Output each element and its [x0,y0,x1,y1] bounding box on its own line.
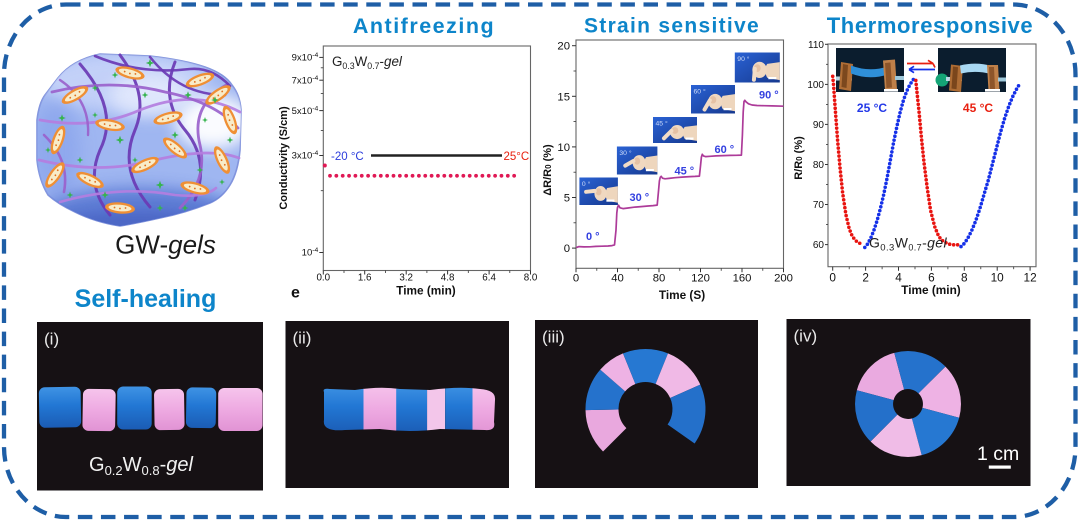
svg-text:Time (min): Time (min) [901,283,960,297]
svg-text:G0.3W0.7-gel: G0.3W0.7-gel [332,54,403,71]
svg-text:8: 8 [961,271,968,285]
svg-text:5x10-4: 5x10-4 [292,105,319,117]
svg-text:60: 60 [813,240,825,251]
svg-text:45 °: 45 ° [675,166,695,178]
svg-text:1.6: 1.6 [358,273,372,284]
svg-text:4.8: 4.8 [441,273,455,284]
svg-text:100: 100 [807,80,824,91]
svg-text:3x10-4: 3x10-4 [292,150,319,162]
svg-text:(iii): (iii) [542,328,565,347]
svg-text:G0.3W0.7-gel: G0.3W0.7-gel [869,235,947,254]
svg-text:0.0: 0.0 [316,273,330,284]
svg-text:25°C: 25°C [504,151,530,163]
svg-text:R/R0 (%): R/R0 (%) [793,136,805,180]
svg-text:5: 5 [564,193,570,205]
svg-text:Antifreezing: Antifreezing [353,14,495,38]
svg-text:30 °: 30 ° [630,192,650,204]
svg-text:45 °C: 45 °C [963,101,993,115]
svg-text:ΔR/R0 (%): ΔR/R0 (%) [542,144,554,196]
svg-text:80: 80 [813,160,825,171]
svg-text:Strain sensitive: Strain sensitive [584,15,760,38]
svg-text:0: 0 [573,273,579,285]
svg-text:90 °: 90 ° [737,55,749,63]
svg-text:7x10-4: 7x10-4 [292,75,319,87]
svg-text:Thermoresponsive: Thermoresponsive [827,13,1033,38]
svg-text:40: 40 [611,273,624,285]
svg-text:120: 120 [691,273,710,285]
svg-text:8.0: 8.0 [524,273,538,284]
svg-text:70: 70 [813,200,825,211]
svg-text:(ii): (ii) [293,329,312,348]
svg-text:20: 20 [557,41,570,53]
svg-text:10: 10 [991,271,1005,285]
svg-text:0 °: 0 ° [582,180,591,188]
svg-text:0 °: 0 ° [586,231,600,243]
svg-text:0: 0 [829,271,836,285]
svg-text:10-4: 10-4 [302,247,319,259]
svg-text:60 °: 60 ° [694,88,706,96]
svg-text:80: 80 [653,273,666,285]
svg-text:200: 200 [774,273,793,285]
svg-text:Time (S): Time (S) [659,288,705,302]
svg-text:10: 10 [557,142,570,154]
svg-text:(i): (i) [44,330,59,349]
svg-text:60 °: 60 ° [715,144,735,156]
svg-text:110: 110 [808,40,824,51]
svg-text:3.2: 3.2 [399,273,413,284]
svg-text:(iv): (iv) [794,327,818,346]
svg-text:15: 15 [557,91,570,103]
svg-text:Self-healing: Self-healing [75,285,217,313]
svg-text:0: 0 [564,243,570,255]
svg-text:GW-gels: GW-gels [115,230,216,260]
svg-text:90: 90 [813,120,825,131]
svg-text:e: e [291,285,300,302]
svg-text:90 °: 90 ° [759,90,779,102]
svg-text:12: 12 [1024,271,1037,285]
svg-text:Conductivity (S/cm): Conductivity (S/cm) [278,106,290,210]
svg-text:9x10-4: 9x10-4 [292,52,319,64]
svg-text:4: 4 [895,271,902,285]
svg-text:30 °: 30 ° [619,149,631,157]
svg-text:2: 2 [862,271,869,285]
svg-text:25 °C: 25 °C [857,101,887,115]
svg-text:1 cm: 1 cm [977,443,1019,465]
svg-text:Time (min): Time (min) [396,284,455,298]
svg-text:6: 6 [928,271,935,285]
svg-text:6.4: 6.4 [482,273,496,284]
svg-text:-20 °C: -20 °C [331,151,364,163]
svg-text:45 °: 45 ° [656,120,668,128]
svg-text:160: 160 [733,273,752,285]
